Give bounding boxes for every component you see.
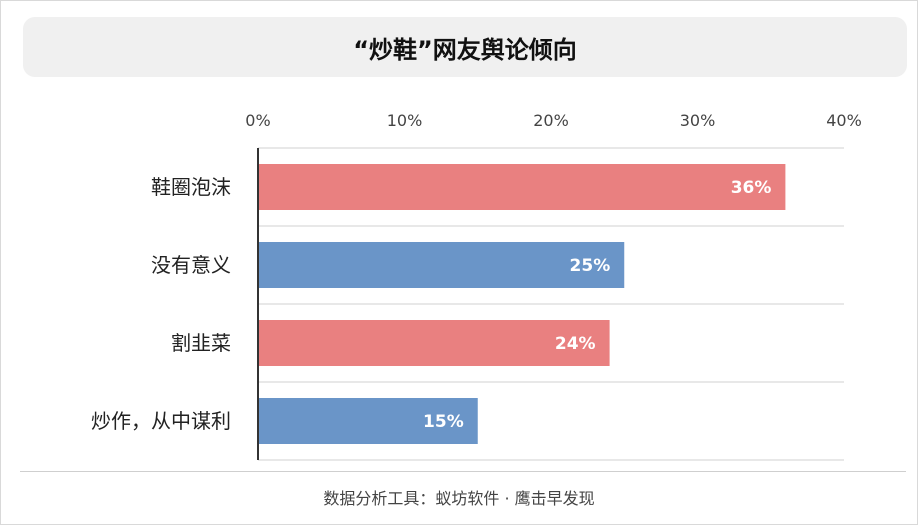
- x-tick-label: 40%: [826, 111, 862, 130]
- source-note: 数据分析工具：蚁坊软件 · 鹰击早发现: [323, 489, 595, 508]
- chart-title: “炒鞋”网友舆论倾向: [353, 35, 577, 64]
- value-label: 24%: [555, 334, 596, 354]
- bar: [258, 164, 786, 210]
- bar: [258, 398, 478, 444]
- bar: [258, 320, 610, 366]
- value-label: 36%: [731, 178, 772, 198]
- bar: [258, 242, 625, 288]
- x-tick-label: 10%: [387, 111, 423, 130]
- title-bar: “炒鞋”网友舆论倾向: [23, 17, 907, 77]
- value-label: 25%: [570, 256, 611, 276]
- category-label: 鞋圈泡沫: [151, 175, 231, 199]
- footer-divider: [20, 471, 906, 472]
- value-label: 15%: [423, 412, 464, 432]
- category-label: 炒作，从中谋利: [91, 409, 231, 433]
- x-tick-label: 20%: [533, 111, 569, 130]
- category-label: 割韭菜: [171, 331, 231, 355]
- category-label: 没有意义: [151, 253, 231, 277]
- x-tick-label: 30%: [680, 111, 716, 130]
- x-tick-label: 0%: [245, 111, 270, 130]
